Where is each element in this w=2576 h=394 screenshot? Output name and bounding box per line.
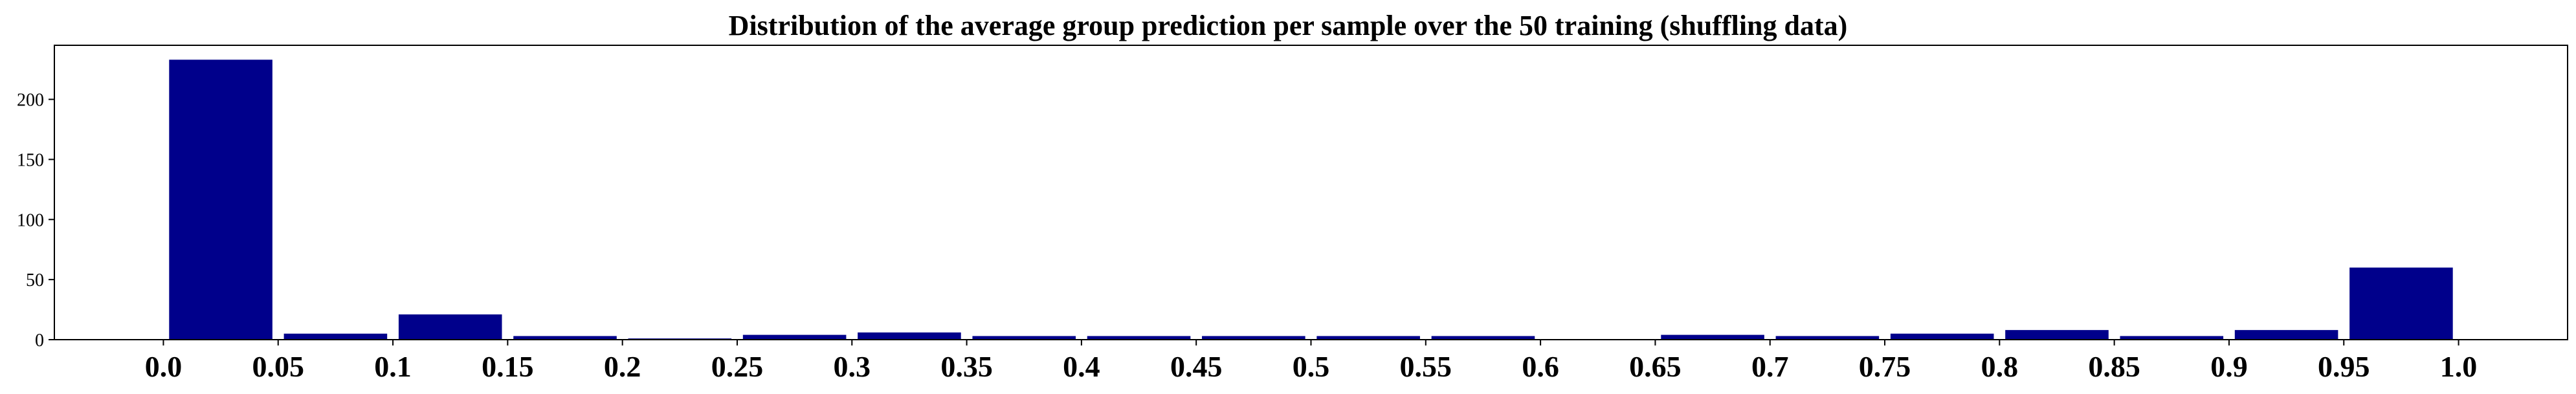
histogram-bar-0 bbox=[169, 60, 272, 340]
x-tick-label: 0.25 bbox=[711, 350, 764, 383]
x-tick-label: 0.7 bbox=[1751, 350, 1789, 383]
y-tick-label: 150 bbox=[17, 150, 44, 170]
x-tick-label: 0.55 bbox=[1400, 350, 1452, 383]
x-tick-label: 0.65 bbox=[1629, 350, 1682, 383]
x-tick-label: 0.15 bbox=[482, 350, 534, 383]
x-tick-label: 0.6 bbox=[1522, 350, 1559, 383]
y-tick-label: 100 bbox=[17, 210, 44, 230]
x-tick-label: 0.5 bbox=[1293, 350, 1330, 383]
x-tick-label: 0.8 bbox=[1981, 350, 2019, 383]
x-tick-label: 0.0 bbox=[145, 350, 183, 383]
histogram-bar-17 bbox=[2120, 336, 2224, 340]
histogram-bar-18 bbox=[2234, 330, 2338, 340]
x-tick-label: 0.1 bbox=[374, 350, 412, 383]
histogram-bar-5 bbox=[742, 334, 847, 340]
x-tick-label: 0.4 bbox=[1063, 350, 1100, 383]
x-tick-label: 0.9 bbox=[2210, 350, 2248, 383]
histogram-bar-11 bbox=[1431, 336, 1535, 340]
histogram-bar-8 bbox=[1087, 336, 1191, 340]
x-tick-label: 0.45 bbox=[1170, 350, 1223, 383]
x-tick-label: 0.35 bbox=[940, 350, 993, 383]
histogram-bar-19 bbox=[2349, 267, 2453, 340]
histogram-bar-15 bbox=[1890, 333, 1994, 340]
histogram-bar-14 bbox=[1775, 336, 1880, 340]
histogram-bar-3 bbox=[513, 336, 617, 340]
x-tick-label: 0.3 bbox=[834, 350, 871, 383]
histogram-bar-6 bbox=[858, 332, 961, 340]
x-tick-label: 0.95 bbox=[2318, 350, 2370, 383]
histogram-bar-7 bbox=[972, 336, 1076, 340]
histogram-bar-13 bbox=[1661, 334, 1764, 340]
histogram-bar-1 bbox=[283, 333, 388, 340]
y-tick-label: 0 bbox=[35, 331, 44, 351]
histogram-bar-10 bbox=[1316, 336, 1420, 340]
bars-layer bbox=[169, 60, 2453, 340]
x-tick-label: 0.75 bbox=[1859, 350, 1911, 383]
y-axis: 0 50 100 150 200 bbox=[17, 91, 54, 351]
y-tick-label: 200 bbox=[17, 91, 44, 111]
x-tick-label: 0.2 bbox=[604, 350, 641, 383]
chart-title: Distribution of the average group predic… bbox=[729, 10, 1848, 41]
axes-frame bbox=[54, 45, 2568, 340]
x-tick-label: 0.85 bbox=[2088, 350, 2140, 383]
y-tick-label: 50 bbox=[26, 270, 44, 290]
histogram-bar-9 bbox=[1202, 336, 1305, 340]
x-tick-label: 0.05 bbox=[252, 350, 304, 383]
x-tick-label: 1.0 bbox=[2440, 350, 2478, 383]
x-axis: 0.0 0.05 0.1 0.15 0.2 0.25 0.3 0.35 0.4 0.45 0.5 0.… bbox=[145, 340, 2478, 383]
histogram-bar-16 bbox=[2005, 330, 2109, 340]
histogram-bar-2 bbox=[398, 314, 502, 340]
